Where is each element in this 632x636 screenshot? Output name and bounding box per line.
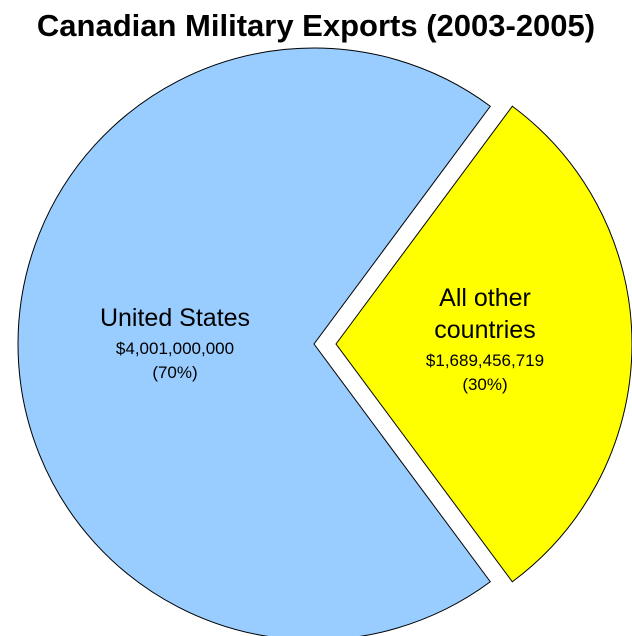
- slice-1-percent-label: (30%): [462, 375, 507, 394]
- chart-title: Canadian Military Exports (2003-2005): [36, 8, 596, 43]
- slice-1-value-label: $1,689,456,719: [426, 351, 544, 370]
- slice-0-percent-label: (70%): [152, 363, 197, 382]
- slice-0-name-line-0: United States: [100, 304, 250, 332]
- pie-slices: [17, 47, 632, 636]
- slice-1-name-line-1: countries: [434, 316, 535, 344]
- slice-0-value-label: $4,001,000,000: [116, 339, 234, 358]
- pie-slice-0: [17, 47, 492, 636]
- pie-labels: United States $4,001,000,000 (70%) All othe…: [100, 284, 544, 394]
- slice-1-name-line-0: All other: [439, 284, 531, 312]
